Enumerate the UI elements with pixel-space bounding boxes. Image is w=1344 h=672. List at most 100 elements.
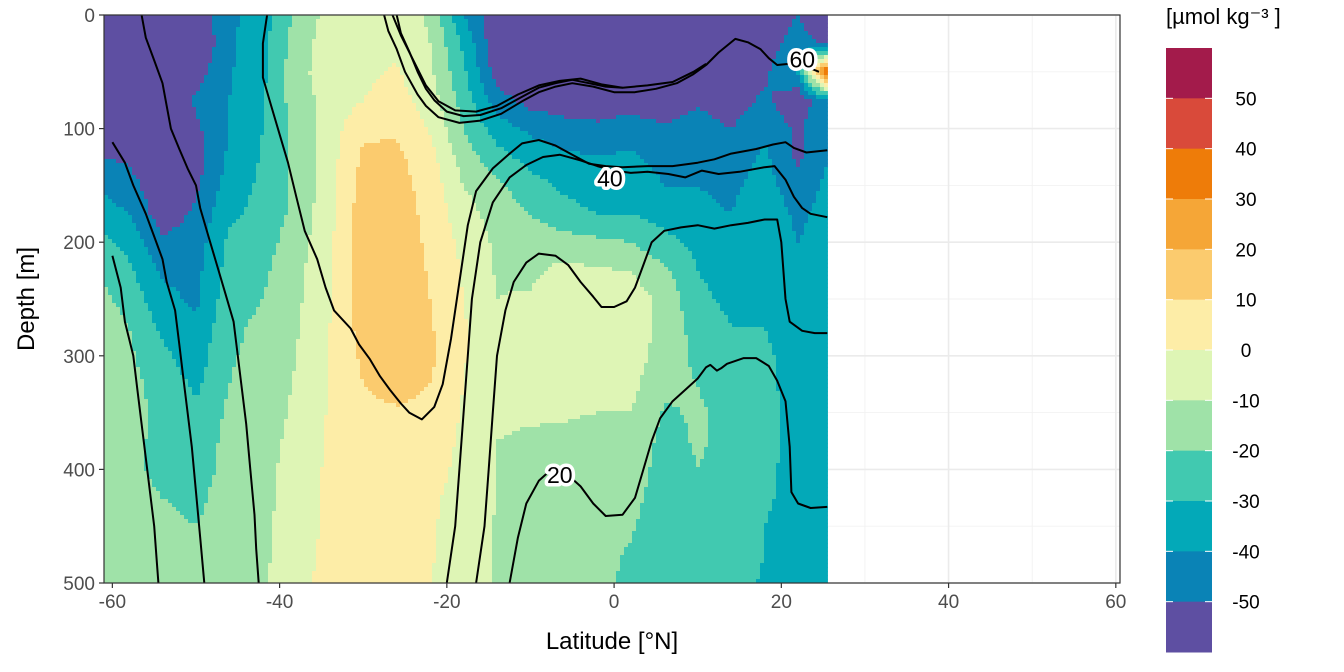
field-cell bbox=[184, 83, 189, 88]
field-cell bbox=[352, 115, 357, 120]
field-cell bbox=[548, 15, 553, 20]
field-cell bbox=[676, 15, 681, 20]
field-cell bbox=[212, 87, 217, 92]
field-cell bbox=[380, 15, 385, 20]
field-cell bbox=[232, 99, 237, 104]
field-cell bbox=[456, 103, 461, 108]
field-cell bbox=[800, 103, 805, 108]
field-cell bbox=[732, 67, 737, 72]
field-cell bbox=[148, 15, 153, 20]
field-cell bbox=[448, 19, 453, 24]
field-cell bbox=[408, 111, 413, 116]
field-cell bbox=[688, 91, 693, 96]
field-cell bbox=[448, 39, 453, 44]
field-cell bbox=[752, 71, 757, 76]
field-cell bbox=[344, 71, 349, 76]
field-cell bbox=[328, 63, 333, 68]
field-cell bbox=[504, 91, 509, 96]
field-cell bbox=[228, 55, 233, 60]
field-cell bbox=[624, 31, 629, 36]
field-cell bbox=[412, 107, 417, 112]
field-cell bbox=[200, 83, 205, 88]
field-cell bbox=[452, 15, 457, 20]
field-cell bbox=[372, 111, 377, 116]
field-cell bbox=[296, 119, 301, 124]
field-cell bbox=[760, 15, 765, 20]
field-cell bbox=[556, 23, 561, 28]
field-cell bbox=[464, 63, 469, 68]
field-cell bbox=[512, 67, 517, 72]
field-cell bbox=[132, 107, 137, 112]
field-cell bbox=[632, 111, 637, 116]
field-cell bbox=[268, 59, 273, 64]
field-cell bbox=[128, 23, 133, 28]
field-cell bbox=[432, 19, 437, 24]
field-cell bbox=[444, 39, 449, 44]
field-cell bbox=[360, 91, 365, 96]
field-cell bbox=[596, 95, 601, 100]
field-cell bbox=[264, 71, 269, 76]
field-cell bbox=[304, 119, 309, 124]
field-cell bbox=[616, 23, 621, 28]
field-cell bbox=[672, 87, 677, 92]
field-cell bbox=[712, 27, 717, 32]
field-cell bbox=[552, 107, 557, 112]
field-cell bbox=[484, 79, 489, 84]
field-cell bbox=[400, 107, 405, 112]
field-cell bbox=[380, 63, 385, 68]
field-cell bbox=[564, 43, 569, 48]
field-cell bbox=[180, 75, 185, 80]
field-cell bbox=[760, 103, 765, 108]
field-cell bbox=[516, 111, 521, 116]
field-cell bbox=[372, 63, 377, 68]
field-cell bbox=[284, 111, 289, 116]
field-cell bbox=[712, 35, 717, 40]
field-cell bbox=[384, 35, 389, 40]
field-cell bbox=[304, 31, 309, 36]
field-cell bbox=[700, 59, 705, 64]
field-cell bbox=[796, 115, 801, 120]
field-cell bbox=[800, 115, 805, 120]
field-cell bbox=[136, 83, 141, 88]
field-cell bbox=[272, 103, 277, 108]
field-cell bbox=[420, 39, 425, 44]
field-cell bbox=[692, 31, 697, 36]
field-cell bbox=[768, 115, 773, 120]
field-cell bbox=[644, 23, 649, 28]
field-cell bbox=[820, 95, 825, 100]
field-cell bbox=[156, 91, 161, 96]
field-cell bbox=[572, 55, 577, 60]
field-cell bbox=[640, 27, 645, 32]
field-cell bbox=[412, 79, 417, 84]
field-cell bbox=[388, 27, 393, 32]
field-cell bbox=[240, 31, 245, 36]
field-cell bbox=[808, 59, 813, 64]
field-cell bbox=[132, 23, 137, 28]
field-cell bbox=[424, 115, 429, 120]
field-cell bbox=[544, 99, 549, 104]
field-cell bbox=[148, 91, 153, 96]
field-cell bbox=[268, 51, 273, 56]
field-cell bbox=[700, 31, 705, 36]
field-cell bbox=[804, 43, 809, 48]
field-cell bbox=[484, 23, 489, 28]
field-cell bbox=[232, 91, 237, 96]
field-cell bbox=[112, 99, 117, 104]
field-cell bbox=[392, 59, 397, 64]
field-cell bbox=[276, 115, 281, 120]
field-cell bbox=[196, 79, 201, 84]
field-cell bbox=[240, 83, 245, 88]
field-cell bbox=[356, 107, 361, 112]
field-cell bbox=[392, 123, 397, 128]
field-cell bbox=[416, 63, 421, 68]
field-cell bbox=[200, 107, 205, 112]
field-cell bbox=[468, 107, 473, 112]
field-cell bbox=[472, 87, 477, 92]
field-cell bbox=[576, 51, 581, 56]
field-cell bbox=[536, 99, 541, 104]
field-cell bbox=[420, 27, 425, 32]
field-cell bbox=[536, 59, 541, 64]
field-cell bbox=[812, 43, 817, 48]
field-cell bbox=[132, 47, 137, 52]
field-cell bbox=[820, 47, 825, 52]
